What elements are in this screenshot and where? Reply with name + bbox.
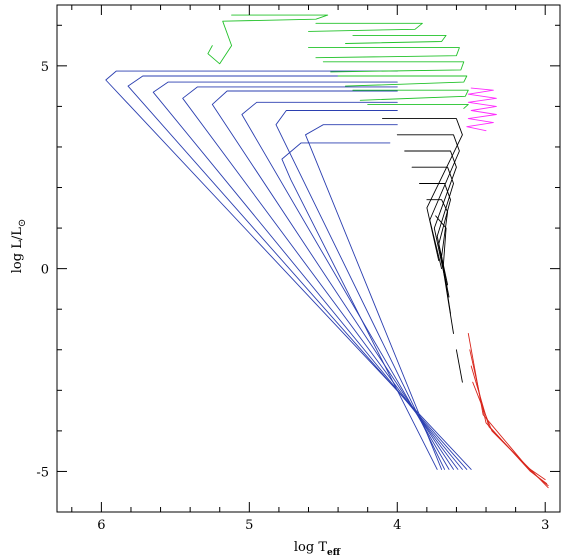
track-massive-16 bbox=[367, 103, 469, 109]
x-tick-label: 5 bbox=[245, 518, 253, 533]
track-intermediate-18 bbox=[382, 118, 463, 261]
x-tick-label: 6 bbox=[97, 518, 105, 533]
track-massive-12 bbox=[308, 47, 460, 59]
y-tick-label: 5 bbox=[41, 60, 49, 75]
x-axis-label-sub: eff bbox=[327, 548, 341, 558]
y-axis-label-main: log L/L bbox=[10, 227, 25, 273]
track-massive-15 bbox=[352, 89, 469, 101]
y-tick-label: 0 bbox=[41, 263, 49, 278]
track-white_dwarf-8 bbox=[281, 142, 438, 470]
y-tick-label: -5 bbox=[36, 465, 49, 480]
track-massive-10 bbox=[308, 22, 423, 32]
track-white_dwarf-4 bbox=[211, 90, 454, 470]
track-low_mass-27 bbox=[469, 349, 548, 485]
track-massive-13 bbox=[322, 61, 465, 73]
track-white_dwarf-0 bbox=[105, 70, 472, 470]
evolution-tracks bbox=[105, 14, 549, 489]
track-massive-9 bbox=[207, 14, 329, 65]
x-tick-label: 3 bbox=[541, 518, 549, 533]
track-white_dwarf-6 bbox=[275, 110, 446, 470]
x-axis-label: log Teff bbox=[294, 540, 341, 558]
track-white_dwarf-1 bbox=[127, 75, 468, 470]
x-tick-label: 4 bbox=[393, 518, 401, 533]
x-axis-ticks: 6 5 4 3 bbox=[71, 5, 549, 533]
y-axis-label: log L/L⊙ bbox=[10, 219, 28, 273]
track-intermediate-25 bbox=[455, 349, 463, 383]
track-intermediate-20 bbox=[404, 150, 457, 278]
track-intermediate-24 bbox=[435, 215, 454, 334]
track-white_dwarf-5 bbox=[241, 101, 450, 470]
y-axis-label-sub: ⊙ bbox=[17, 219, 28, 227]
x-axis-label-main: log T bbox=[294, 540, 327, 555]
track-white_dwarf-2 bbox=[152, 81, 463, 470]
track-low_mass-29 bbox=[472, 381, 549, 489]
track-massive-14 bbox=[337, 75, 468, 87]
track-white_dwarf-3 bbox=[182, 86, 459, 470]
track-intermediate-21 bbox=[411, 166, 454, 286]
track-low_mass-28 bbox=[470, 365, 549, 487]
track-white_dwarf-7 bbox=[305, 124, 443, 470]
track-low_mass-26 bbox=[467, 333, 546, 481]
y-axis-ticks: 5 0 -5 bbox=[36, 24, 560, 513]
plot-frame bbox=[56, 4, 561, 513]
track-massive-11 bbox=[345, 34, 447, 44]
track-intermediate-19 bbox=[396, 134, 460, 270]
track-agb-17 bbox=[466, 87, 497, 132]
